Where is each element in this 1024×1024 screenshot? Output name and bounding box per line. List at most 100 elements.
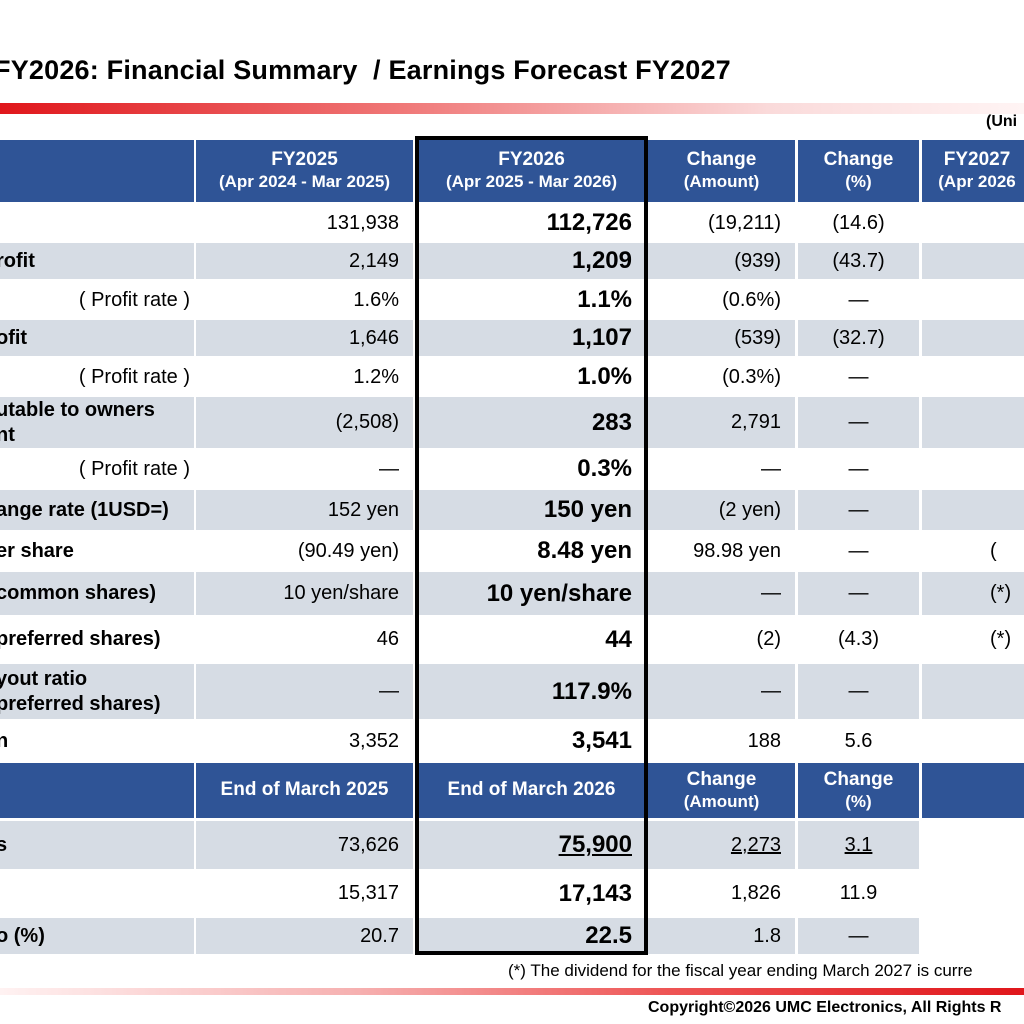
row-label: common shares) bbox=[0, 572, 194, 615]
bs-cell-2026: 17,143 bbox=[558, 879, 632, 907]
row-label bbox=[0, 205, 194, 241]
cell-fy2026: 1.1% bbox=[577, 286, 632, 313]
dividend-footnote: (*) The dividend for the fiscal year end… bbox=[508, 961, 973, 980]
cell-fy2025: 1.2% bbox=[353, 365, 399, 388]
bs-cell-2025: 73,626 bbox=[196, 821, 413, 869]
row-label: preferred shares) bbox=[0, 628, 161, 650]
cell-fy2025: ― bbox=[196, 664, 413, 719]
cell-fy2025: 1.6% bbox=[353, 288, 399, 311]
bs-cell-2025: 20.7 bbox=[196, 918, 413, 954]
cell-fy2026: 8.48 yen bbox=[537, 537, 632, 564]
cell-change-pct: ― bbox=[798, 664, 919, 719]
cell-change-pct: ― bbox=[798, 490, 919, 530]
cell-change-pct: ― bbox=[848, 288, 869, 311]
cell-fy2025: 1,646 bbox=[196, 320, 413, 356]
bs-cell-change-pct: ― bbox=[798, 918, 919, 954]
cell-fy2025: 152 yen bbox=[196, 490, 413, 530]
header-end-march-2025: End of March 2025 bbox=[196, 763, 413, 818]
cell-change-pct: ― bbox=[848, 365, 869, 388]
bs-cell-change-amount: 2,273 bbox=[648, 821, 795, 869]
cell-fy2025: 131,938 bbox=[326, 211, 399, 234]
header-fy2025-line1: FY2025 bbox=[271, 149, 338, 171]
cell-change-amount: 98.98 yen bbox=[693, 539, 781, 562]
cell-change-amount: 188 bbox=[747, 729, 781, 752]
cell-fy2027 bbox=[922, 490, 1024, 530]
header2-change-amount-line2: (Amount) bbox=[683, 791, 760, 811]
header2-item-cell bbox=[0, 763, 194, 818]
header2-change-pct: Change (%) bbox=[798, 763, 919, 818]
unit-note: (Uni bbox=[986, 113, 1018, 130]
cell-fy2026: 117.9% bbox=[419, 664, 644, 719]
bs-cell-2026: 75,900 bbox=[419, 821, 644, 869]
cell-fy2027: (*) bbox=[990, 628, 1012, 650]
header-fy2027-line1: FY2027 bbox=[943, 149, 1011, 171]
row-label: n bbox=[0, 729, 9, 752]
cell-fy2027 bbox=[922, 359, 1024, 395]
cell-change-amount: (2 yen) bbox=[648, 490, 795, 530]
cell-change-pct: (4.3) bbox=[837, 628, 880, 650]
cell-fy2027 bbox=[922, 722, 1024, 760]
header-end-march-2026: End of March 2026 bbox=[419, 763, 644, 818]
bs-value-2026: 75,900 bbox=[558, 831, 632, 858]
bs-cell-2026: 22.5 bbox=[419, 918, 644, 954]
cell-fy2027 bbox=[922, 243, 1024, 279]
cell-change-amount: ― bbox=[761, 457, 781, 480]
cell-fy2026: 0.3% bbox=[577, 455, 632, 482]
cell-fy2026: 283 bbox=[419, 397, 644, 448]
cell-change-amount: (0.6%) bbox=[722, 288, 781, 311]
header2-fy2027-cell bbox=[922, 763, 1024, 818]
bs-row-label: s bbox=[0, 821, 194, 869]
bs-cell-change-pct: 11.9 bbox=[839, 882, 878, 904]
cell-fy2026: 150 yen bbox=[419, 490, 644, 530]
row-label: ( Profit rate ) bbox=[78, 365, 190, 388]
header-item-cell bbox=[0, 140, 194, 202]
row-label: utable to owners nt bbox=[0, 397, 194, 448]
bs-cell-2025: 15,317 bbox=[337, 882, 399, 904]
cell-fy2026: 112,726 bbox=[546, 209, 632, 236]
bs-value-change-amount: 2,273 bbox=[730, 833, 781, 856]
cell-fy2025: 2,149 bbox=[196, 243, 413, 279]
row-label: yout ratio preferred shares) bbox=[0, 664, 194, 719]
cell-fy2025: ― bbox=[379, 457, 399, 480]
header-change-pct: Change (%) bbox=[798, 140, 919, 202]
bs-value-change-pct: 3.1 bbox=[844, 833, 873, 856]
title-underline-bar bbox=[0, 103, 1024, 114]
cell-fy2025: (90.49 yen) bbox=[297, 539, 399, 562]
cell-change-amount: 2,791 bbox=[648, 397, 795, 448]
row-label: ange rate (1USD=) bbox=[0, 490, 194, 530]
cell-fy2027 bbox=[922, 451, 1024, 487]
cell-change-pct: ― bbox=[848, 539, 869, 562]
cell-fy2025: (2,508) bbox=[196, 397, 413, 448]
cell-change-pct: (43.7) bbox=[798, 243, 919, 279]
header-change-amount-line2: (Amount) bbox=[683, 172, 760, 192]
header-fy2027-line2: (Apr 2026 bbox=[938, 172, 1016, 192]
cell-fy2027 bbox=[922, 282, 1024, 318]
cell-change-pct: ― bbox=[848, 457, 869, 480]
cell-fy2027 bbox=[922, 320, 1024, 356]
cell-change-amount: (0.3%) bbox=[722, 365, 781, 388]
bs-cell-change-amount: 1,826 bbox=[730, 882, 781, 904]
copyright-notice: Copyright©2026 UMC Electronics, All Righ… bbox=[648, 999, 1002, 1016]
cell-fy2027 bbox=[922, 397, 1024, 448]
cell-change-pct: 5.6 bbox=[844, 729, 873, 752]
cell-change-amount: (539) bbox=[648, 320, 795, 356]
bs-row-label bbox=[0, 872, 194, 915]
bs-cell-change-amount: 1.8 bbox=[648, 918, 795, 954]
cell-change-amount: (19,211) bbox=[707, 211, 781, 234]
cell-fy2027 bbox=[922, 664, 1024, 719]
cell-fy2026: 1,107 bbox=[419, 320, 644, 356]
row-label: ( Profit rate ) bbox=[78, 457, 190, 480]
footer-rule-bar bbox=[0, 988, 1024, 995]
row-label: er share bbox=[0, 539, 74, 562]
cell-change-pct: ― bbox=[798, 397, 919, 448]
header2-change-amount: Change (Amount) bbox=[648, 763, 795, 818]
cell-change-pct: (14.6) bbox=[832, 211, 885, 234]
header-fy2026-line1: FY2026 bbox=[498, 149, 565, 171]
cell-fy2026: 1.0% bbox=[577, 363, 632, 390]
cell-fy2026: 3,541 bbox=[571, 727, 632, 754]
row-label: rofit bbox=[0, 243, 194, 279]
cell-fy2026: 10 yen/share bbox=[419, 572, 644, 615]
cell-change-amount: ― bbox=[648, 664, 795, 719]
header-change-amount-line1: Change bbox=[686, 149, 757, 171]
cell-fy2027: (*) bbox=[922, 572, 1024, 615]
